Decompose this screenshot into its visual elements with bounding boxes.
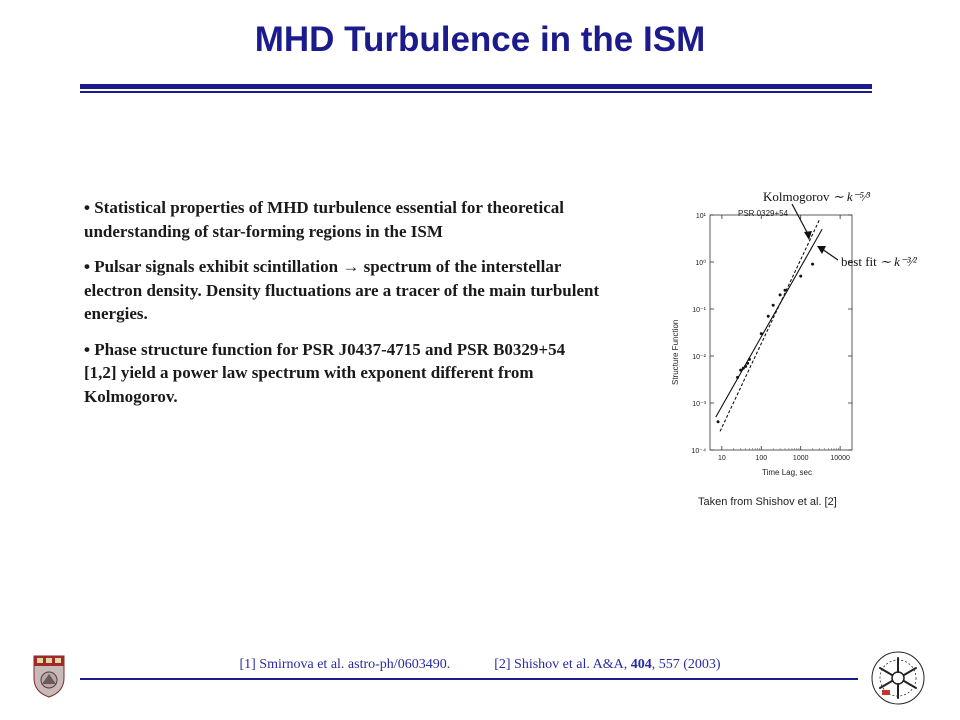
bestfit-arrow [821,248,839,261]
plot-x-label: Time Lag, sec [762,468,812,477]
kolmogorov-annotation-formula: ∼ k⁻⁵⁄³ [833,189,871,204]
bullet-item: • Pulsar signals exhibit scintillation →… [84,255,600,326]
bestfit-annotation: best fit ∼ k⁻³⁄² [841,254,918,269]
bullet-list: • Statistical properties of MHD turbulen… [84,196,600,420]
data-point [716,420,720,424]
title-rule-thick [80,84,872,89]
kolmogorov-arrowhead [804,231,812,240]
structure-function-plot: 10 100 1000 10000 10⁻⁴ 10⁻³ 10⁻² 10⁻¹ 10⁰ 10¹ PSR… [671,189,918,477]
bullet-item: • Statistical properties of MHD turbulen… [84,196,600,243]
best-fit-line [715,228,823,418]
y-tick-label: 10⁰ [695,259,706,267]
data-point [811,262,815,266]
x-tick-label: 100 [755,455,767,462]
data-point [744,364,748,368]
bullet-text: Statistical properties of MHD turbulence… [84,198,564,241]
data-point [766,314,770,318]
data-point [736,375,740,379]
title-rule-thin [80,91,872,93]
y-tick-label: 10⁻² [692,354,706,361]
figure-caption: Taken from Shishov et al. [2] [698,496,837,508]
y-tick-label: 10¹ [696,213,707,220]
reference-1: [1] Smirnova et al. astro-ph/0603490. [239,657,451,672]
data-point [739,368,743,372]
footer-rule [80,678,858,680]
data-point [799,274,803,278]
x-tick-label: 1000 [793,455,809,462]
data-point [746,361,750,365]
references: [1] Smirnova et al. astro-ph/0603490. [2]… [0,657,960,673]
kolmogorov-annotation-label: Kolmogorov [763,189,833,204]
data-point [783,288,787,292]
kolmogorov-annotation: Kolmogorov ∼ k⁻⁵⁄³ [763,189,871,204]
data-point [741,366,745,370]
data-point [778,293,782,297]
bullet-dot: • [84,198,90,217]
bullet-text: Phase structure function for PSR J0437-4… [84,339,566,406]
plot-frame [709,214,853,451]
y-tick-label: 10⁻¹ [692,307,706,314]
university-crest-icon [33,655,65,698]
institute-emblem-icon [871,651,925,705]
x-tick-label: 10000 [830,455,850,462]
plot-series-title: PSR 0329+54 [738,209,789,218]
x-tick-label: 10 [718,455,726,462]
plot-y-label: Structure Function [671,320,680,385]
data-point [747,357,751,361]
y-tick-label: 10⁻³ [692,401,706,408]
kolmogorov-line [719,219,821,432]
bullet-text: Pulsar signals exhibit scintillation → s… [84,257,600,323]
data-point [759,332,763,336]
y-tick-label: 10⁻⁴ [692,448,707,455]
reference-2-prefix: [2] Shishov et al. A&A, [494,657,631,672]
kolmogorov-arrow [791,203,810,237]
bullet-dot: • [84,257,90,276]
bestfit-annotation-label: best fit [841,254,880,269]
plot-data-points [716,262,815,424]
plot-fit-lines [715,219,823,432]
plot-axes: 10 100 1000 10000 10⁻⁴ 10⁻³ 10⁻² 10⁻¹ 10⁰ 10¹ [692,213,853,462]
bestfit-annotation-formula: ∼ k⁻³⁄² [880,254,918,269]
bullet-item: • Phase structure function for PSR J0437… [84,338,600,409]
data-point [771,303,775,307]
reference-2-suffix: , 557 (2003) [651,657,721,672]
bestfit-arrowhead [817,246,826,254]
bullet-dot: • [84,339,90,359]
reference-2-volume: 404 [630,657,652,672]
slide-title: MHD Turbulence in the ISM [254,20,706,59]
